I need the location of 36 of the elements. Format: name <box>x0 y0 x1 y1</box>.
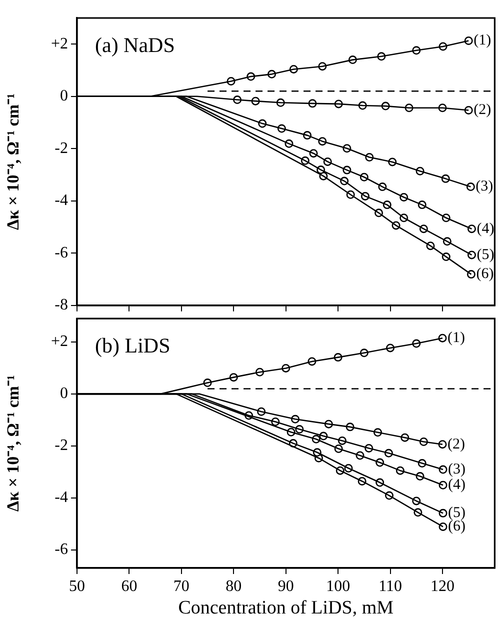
annotation: (a) NaDS <box>95 33 175 57</box>
y-tick-label: +2 <box>50 35 68 52</box>
x-tick-label: 60 <box>121 578 138 595</box>
y-tick-label: -8 <box>54 296 68 314</box>
series-label: (3) <box>476 178 494 195</box>
x-tick-label: 100 <box>326 578 350 595</box>
y-tick-label: 0 <box>60 88 68 105</box>
y-tick-label: -6 <box>54 541 68 558</box>
series-label: (5) <box>476 246 494 263</box>
series-label: (6) <box>448 518 466 535</box>
series-label: (1) <box>474 32 492 49</box>
x-axis-title: Concentration of LiDS, mM <box>178 598 394 619</box>
series-label: (3) <box>448 461 466 478</box>
y-tick-label: -2 <box>54 140 68 157</box>
y-tick-label: 0 <box>60 385 68 402</box>
x-tick-label: 90 <box>278 578 294 595</box>
x-tick-label: 80 <box>226 578 242 595</box>
series-label: (1) <box>447 330 465 346</box>
series-label: (2) <box>474 102 492 118</box>
series-label: (4) <box>448 477 466 494</box>
x-tick-label: 120 <box>430 578 454 595</box>
y-tick-label: -4 <box>54 192 68 210</box>
series-label: (6) <box>476 266 494 282</box>
x-tick-label: 50 <box>69 578 85 595</box>
y-tick-label: -2 <box>54 437 68 454</box>
series-label: (4) <box>476 220 494 237</box>
y-tick-label: +2 <box>50 333 68 350</box>
x-tick-label: 70 <box>173 578 190 595</box>
y-axis-title: Δκ × 10⁻⁴, Ω⁻¹ cm⁻¹ <box>4 93 23 230</box>
y-tick-label: -4 <box>54 489 68 506</box>
x-tick-label: 110 <box>378 578 402 595</box>
y-tick-label: -6 <box>54 244 68 262</box>
series-label: (5) <box>448 505 466 522</box>
annotation: (b) LiDS <box>95 334 170 358</box>
y-axis-title: Δκ × 10⁻⁴, Ω⁻¹ cm⁻¹ <box>4 374 23 512</box>
series-label: (2) <box>447 436 465 452</box>
